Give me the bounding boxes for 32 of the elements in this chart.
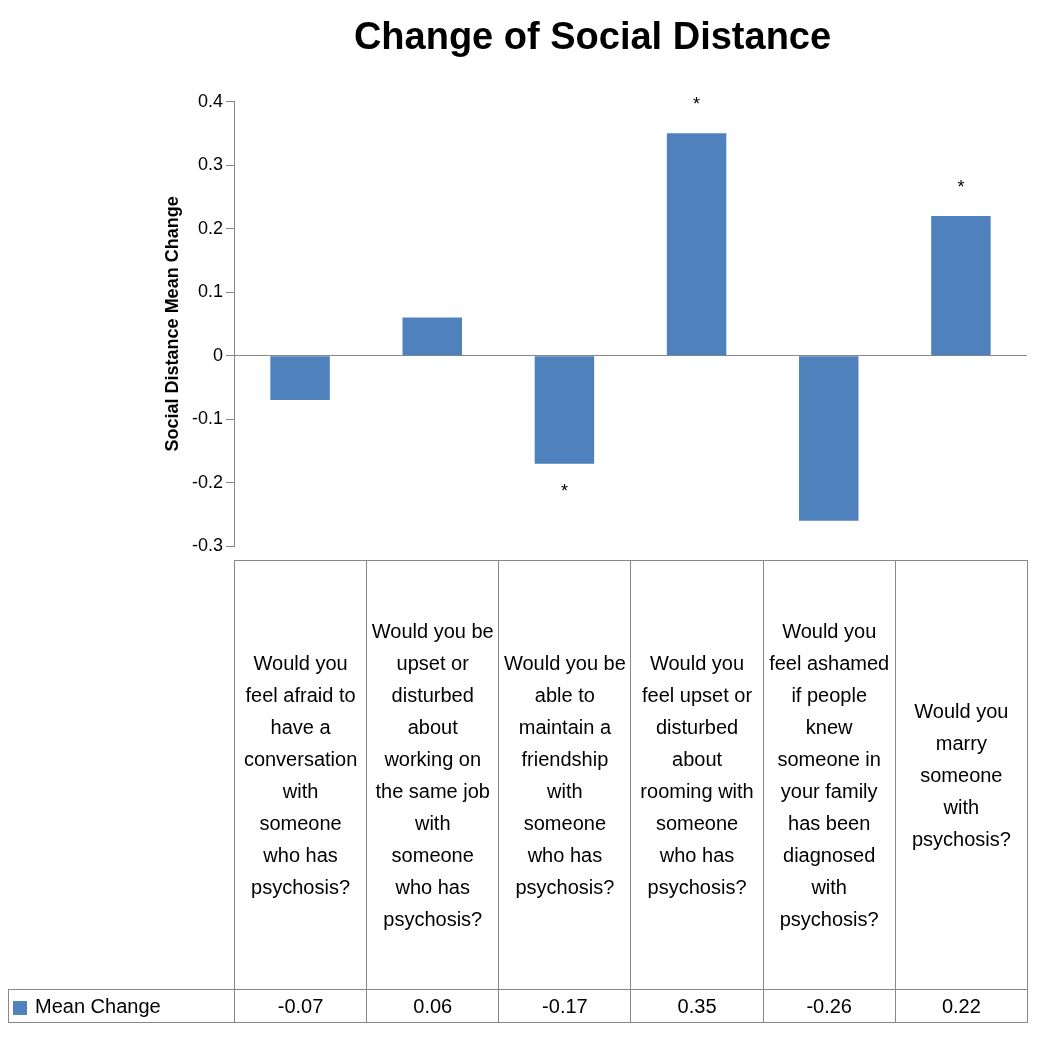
y-axis-title: Social Distance Mean Change <box>161 196 182 452</box>
x-tick-label: Would you feel afraid to have a conversation with someone who has psychosis? <box>234 560 367 990</box>
annotation: * <box>560 480 568 501</box>
annotation: * <box>693 94 701 115</box>
bar <box>534 356 595 464</box>
bar <box>270 356 330 401</box>
bar <box>931 215 991 356</box>
y-tick-label: -0.3 <box>191 535 223 556</box>
data-label: -0.07 <box>234 989 367 1023</box>
data-label: 0.22 <box>895 989 1028 1023</box>
data-label: -0.26 <box>763 989 896 1023</box>
legend-label: Mean Change <box>8 989 235 1023</box>
x-tick-label: Would you be able to maintain a friendship with someone who has psychosis? <box>498 560 631 990</box>
y-tick-label: 0.2 <box>197 217 223 238</box>
y-tick-label: 0.4 <box>197 90 223 111</box>
bar <box>799 356 859 521</box>
category-label: Would you be upset or disturbed about working on the same job with someone who has psychosis? <box>371 620 494 930</box>
data-label: 0.06 <box>366 989 499 1023</box>
y-tick-label: -0.2 <box>191 471 223 492</box>
annotation: * <box>957 176 965 197</box>
bar <box>402 317 462 356</box>
y-tick-label: -0.1 <box>191 408 223 429</box>
data-label: 0.35 <box>630 989 764 1023</box>
y-tick-label: 0.3 <box>197 154 223 175</box>
category-label: Would you feel ashamed if people knew someone in your family has been diagnosed with psychosis? <box>769 620 890 930</box>
x-tick-label: Would you feel upset or disturbed about rooming with someone who has psychosis? <box>630 560 764 990</box>
data-label: -0.17 <box>498 989 631 1023</box>
bar <box>666 133 727 356</box>
chart-title: Change of Social Distance <box>353 15 832 58</box>
y-tick-label: 0 <box>212 344 223 365</box>
y-tick-label: 0.1 <box>197 281 223 302</box>
x-tick-label: Would you marry someone with psychosis? <box>895 560 1028 990</box>
